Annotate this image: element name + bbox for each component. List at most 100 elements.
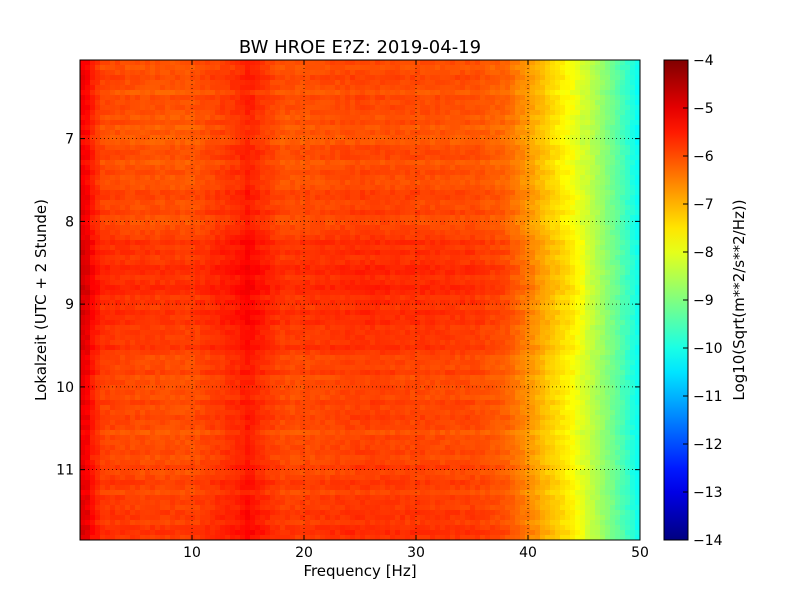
heatmap-cell [450,220,456,226]
heatmap-cell [210,70,216,76]
heatmap-cell [360,195,366,201]
heatmap-cell [480,230,486,236]
heatmap-cell [570,250,576,256]
heatmap-cell [130,105,136,111]
heatmap-cell [175,220,181,226]
heatmap-cell [300,115,306,121]
heatmap-cell [195,70,201,76]
heatmap-cell [385,145,391,151]
heatmap-cell [470,250,476,256]
heatmap-cell [250,205,256,211]
heatmap-cell [535,60,541,66]
heatmap-cell [515,120,521,126]
heatmap-cell [205,235,211,241]
heatmap-cell [460,165,466,171]
heatmap-cell [100,140,106,146]
heatmap-cell [280,135,286,141]
heatmap-cell [220,175,226,181]
heatmap-cell [405,130,411,136]
heatmap-cell [115,265,121,271]
heatmap-cell [165,85,171,91]
heatmap-cell [100,155,106,161]
heatmap-cell [545,260,551,266]
heatmap-cell [440,200,446,206]
heatmap-cell [540,270,546,276]
heatmap-cell [630,225,636,231]
heatmap-cell [630,140,636,146]
heatmap-cell [80,120,86,126]
heatmap-cell [125,145,131,151]
heatmap-cell [425,180,431,186]
heatmap-cell [140,65,146,71]
heatmap-cell [175,205,181,211]
heatmap-cell [395,80,401,86]
heatmap-cell [295,195,301,201]
heatmap-cell [210,185,216,191]
heatmap-cell [90,220,96,226]
heatmap-cell [565,265,571,271]
heatmap-cell [235,180,241,186]
heatmap-cell [155,280,161,286]
heatmap-cell [220,125,226,131]
heatmap-cell [615,205,621,211]
heatmap-cell [475,240,481,246]
heatmap-cell [300,90,306,96]
heatmap-cell [430,85,436,91]
heatmap-cell [285,95,291,101]
heatmap-cell [550,145,556,151]
heatmap-cell [235,145,241,151]
heatmap-cell [280,240,286,246]
heatmap-cell [105,70,111,76]
heatmap-cell [405,120,411,126]
heatmap-cell [440,185,446,191]
heatmap-cell [125,220,131,226]
heatmap-cell [85,90,91,96]
heatmap-cell [135,85,141,91]
heatmap-cell [290,180,296,186]
heatmap-cell [205,245,211,251]
heatmap-cell [275,230,281,236]
heatmap-cell [115,65,121,71]
heatmap-cell [80,155,86,161]
heatmap-cell [90,270,96,276]
heatmap-cell [145,275,151,281]
heatmap-cell [460,115,466,121]
heatmap-cell [240,60,246,66]
heatmap-cell [240,215,246,221]
heatmap-cell [570,65,576,71]
heatmap-cell [560,245,566,251]
heatmap-cell [585,100,591,106]
heatmap-cell [525,225,531,231]
heatmap-cell [230,230,236,236]
heatmap-cell [145,155,151,161]
heatmap-cell [555,170,561,176]
heatmap-cell [615,75,621,81]
heatmap-cell [180,200,186,206]
heatmap-cell [465,245,471,251]
heatmap-cell [290,280,296,286]
heatmap-cell [410,180,416,186]
heatmap-cell [445,165,451,171]
heatmap-cell [555,160,561,166]
heatmap-cell [500,225,506,231]
heatmap-cell [315,150,321,156]
heatmap-cell [370,135,376,141]
heatmap-cell [80,185,86,191]
heatmap-cell [625,100,631,106]
heatmap-cell [215,105,221,111]
heatmap-cell [635,265,640,271]
heatmap-cell [245,245,251,251]
heatmap-cell [340,275,346,281]
heatmap-cell [105,260,111,266]
heatmap-cell [445,275,451,281]
heatmap-cell [365,140,371,146]
heatmap-cell [195,170,201,176]
heatmap-cell [255,125,261,131]
heatmap-cell [375,160,381,166]
heatmap-cell [265,270,271,276]
heatmap-cell [360,130,366,136]
heatmap-cell [375,115,381,121]
heatmap-cell [240,190,246,196]
heatmap-cell [440,210,446,216]
heatmap-cell [520,180,526,186]
